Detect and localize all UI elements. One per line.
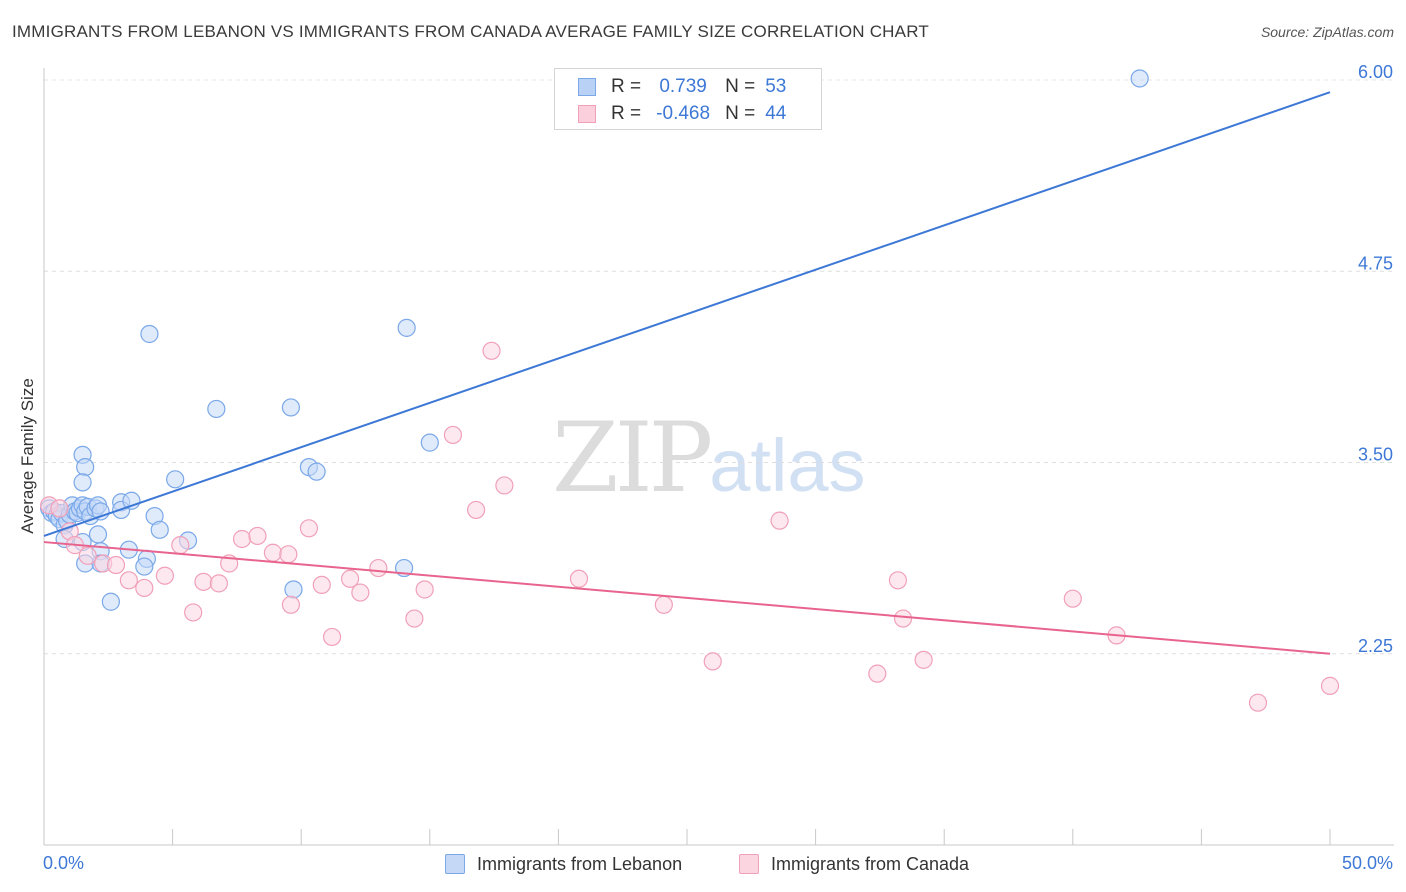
data-point	[1130, 69, 1149, 88]
data-point	[299, 519, 319, 538]
data-point	[88, 525, 108, 544]
data-point	[184, 603, 203, 622]
stats-n-value: 44	[765, 103, 787, 124]
data-point	[281, 398, 301, 417]
data-point	[405, 609, 424, 628]
y-axis-label: Average Family Size	[18, 378, 37, 534]
stats-box: R = 0.739 N = 53 R = -0.468 N = 44	[554, 68, 822, 130]
data-point	[868, 664, 887, 683]
data-point	[50, 499, 69, 518]
stats-n-label: N =	[725, 103, 756, 124]
data-point	[1320, 676, 1340, 695]
chart-title: IMMIGRANTS FROM LEBANON VS IMMIGRANTS FR…	[12, 22, 929, 41]
stats-row-lebanon: R = 0.739 N = 53	[578, 75, 787, 99]
data-point	[888, 571, 908, 590]
y-tick-label: 3.50	[1358, 445, 1393, 465]
data-point	[369, 558, 388, 578]
data-point	[232, 529, 252, 549]
data-point	[207, 399, 226, 419]
data-point	[914, 650, 933, 669]
data-point	[248, 526, 267, 546]
data-point	[340, 569, 360, 588]
data-point	[76, 457, 95, 477]
data-point	[209, 574, 228, 593]
series-lebanon	[40, 69, 1149, 611]
x-tick-label: 0.0%	[43, 853, 84, 873]
data-point	[893, 609, 913, 628]
stats-row-canada: R = -0.468 N = 44	[578, 102, 787, 126]
data-point	[307, 462, 326, 481]
data-point	[263, 543, 283, 562]
data-point	[155, 566, 174, 585]
data-point	[770, 511, 789, 530]
stats-r-value: -0.468	[656, 103, 711, 124]
data-point	[312, 575, 331, 595]
legend-swatch-canada	[739, 854, 759, 874]
stats-swatch-canada	[578, 105, 596, 123]
trend-line-canada	[43, 541, 1331, 655]
y-tick-label: 6.00	[1358, 62, 1393, 82]
data-point	[101, 592, 120, 611]
data-point	[150, 520, 169, 539]
data-point	[495, 476, 514, 495]
stats-r-value: 0.739	[659, 76, 707, 97]
data-point	[351, 583, 370, 602]
data-point	[654, 595, 673, 614]
data-point	[466, 500, 486, 520]
stats-n-label: N =	[725, 76, 756, 97]
data-point	[443, 425, 463, 445]
stats-r-label: R =	[611, 76, 642, 97]
data-point	[569, 569, 589, 588]
trend-line-lebanon	[43, 91, 1331, 537]
legend-label-canada: Immigrants from Canada	[771, 853, 970, 874]
series-canada	[40, 341, 1340, 712]
data-point	[397, 318, 416, 337]
x-tick-label: 50.0%	[1342, 853, 1393, 873]
legend-item-canada[interactable]: Immigrants from Canada	[739, 852, 969, 876]
data-point	[73, 473, 92, 492]
data-point	[171, 536, 190, 555]
stats-n-value: 53	[765, 76, 787, 97]
stats-r-label: R =	[611, 103, 642, 124]
data-point	[284, 580, 303, 599]
legend-label-lebanon: Immigrants from Lebanon	[477, 853, 683, 874]
stats-swatch-lebanon	[578, 78, 596, 96]
data-point	[106, 555, 126, 575]
data-point	[166, 470, 185, 489]
data-point	[78, 546, 97, 565]
data-point	[703, 652, 722, 671]
data-point	[194, 572, 213, 591]
y-tick-label: 2.25	[1358, 636, 1393, 656]
chart-source: Source: ZipAtlas.com	[1260, 24, 1394, 40]
legend-item-lebanon[interactable]: Immigrants from Lebanon	[445, 852, 682, 876]
data-point	[1248, 693, 1268, 712]
data-point	[420, 433, 439, 452]
data-point	[1063, 589, 1082, 608]
data-point	[135, 557, 154, 576]
data-point	[140, 324, 159, 344]
data-point	[281, 595, 301, 614]
data-point	[322, 627, 342, 647]
data-point	[482, 341, 501, 360]
data-point	[415, 580, 434, 599]
y-tick-label: 4.75	[1358, 253, 1393, 273]
data-point	[119, 571, 138, 590]
legend-swatch-lebanon	[445, 854, 465, 874]
data-point	[135, 578, 154, 598]
data-point	[279, 545, 298, 564]
